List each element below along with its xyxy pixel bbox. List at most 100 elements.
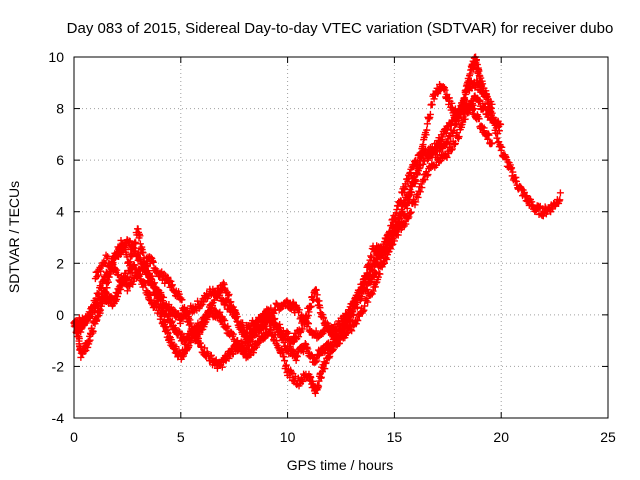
sdtvar-point bbox=[299, 377, 307, 385]
sdtvar-point bbox=[376, 270, 384, 278]
sdtvar-point bbox=[216, 308, 224, 316]
sdtvar-point bbox=[109, 261, 117, 269]
sdtvar-point bbox=[168, 281, 176, 289]
sdtvar-point bbox=[103, 284, 111, 292]
sdtvar-point bbox=[123, 287, 131, 295]
sdtvar-point bbox=[295, 333, 303, 341]
y-axis-label: SDTVAR / TECUs bbox=[6, 181, 22, 293]
sdtvar-point bbox=[406, 209, 414, 217]
sdtvar-point bbox=[379, 260, 387, 268]
sdtvar-point bbox=[139, 249, 147, 257]
sdtvar-point bbox=[307, 303, 315, 311]
sdtvar-point bbox=[97, 306, 105, 314]
sdtvar-point bbox=[187, 319, 195, 327]
sdtvar-point bbox=[168, 317, 176, 325]
sdtvar-point bbox=[107, 264, 115, 272]
sdtvar-point bbox=[394, 225, 402, 233]
x-tick-label: 0 bbox=[70, 429, 78, 445]
sdtvar-point bbox=[443, 139, 451, 147]
sdtvar-point bbox=[165, 312, 173, 320]
sdtvar-point bbox=[458, 107, 466, 115]
sdtvar-point bbox=[428, 101, 436, 109]
x-tick-label: 15 bbox=[387, 429, 403, 445]
sdtvar-point bbox=[281, 357, 289, 365]
sdtvar-point bbox=[200, 298, 208, 306]
sdtvar-point bbox=[485, 131, 493, 139]
sdtvar-point bbox=[497, 120, 505, 128]
sdtvar-point bbox=[423, 126, 431, 134]
sdtvar-point bbox=[346, 322, 354, 330]
sdtvar-point bbox=[386, 228, 394, 236]
sdtvar-point bbox=[383, 255, 391, 263]
sdtvar-point bbox=[149, 280, 157, 288]
sdtvar-point bbox=[416, 188, 424, 196]
sdtvar-point bbox=[89, 327, 97, 335]
sdtvar-point bbox=[129, 280, 137, 288]
sdtvar-point bbox=[473, 61, 481, 69]
sdtvar-point bbox=[118, 248, 126, 256]
sdtvar-point bbox=[311, 330, 319, 338]
sdtvar-point bbox=[176, 319, 184, 327]
sdtvar-point bbox=[94, 271, 102, 279]
chart-title: Day 083 of 2015, Sidereal Day-to-day VTE… bbox=[67, 20, 614, 37]
y-tick-label: 0 bbox=[56, 307, 64, 323]
sdtvar-point bbox=[398, 217, 406, 225]
sdtvar-point bbox=[283, 328, 291, 336]
x-tick-label: 10 bbox=[280, 429, 296, 445]
sdtvar-point bbox=[393, 228, 401, 236]
y-tick-label: 10 bbox=[48, 49, 64, 65]
sdtvar-point bbox=[221, 301, 229, 309]
sdtvar-point bbox=[305, 320, 313, 328]
sdtvar-point bbox=[412, 177, 420, 185]
sdtvar-point bbox=[389, 218, 397, 226]
sdtvar-point bbox=[368, 267, 376, 275]
sdtvar-point bbox=[424, 171, 432, 179]
sdtvar-point bbox=[363, 285, 371, 293]
sdtvar-point bbox=[402, 183, 410, 191]
sdtvar-point bbox=[218, 363, 226, 371]
y-tick-label: 8 bbox=[56, 101, 64, 117]
sdtvar-point bbox=[407, 208, 415, 216]
sdtvar-point bbox=[149, 258, 157, 266]
sdtvar-point bbox=[185, 314, 193, 322]
sdtvar-point bbox=[113, 266, 121, 274]
sdtvar-point bbox=[133, 273, 141, 281]
sdtvar-point bbox=[313, 291, 321, 299]
sdtvar-point bbox=[421, 176, 429, 184]
sdtvar-point bbox=[149, 257, 157, 265]
sdtvar-point bbox=[426, 110, 434, 118]
sdtvar-point bbox=[160, 270, 168, 278]
sdtvar-point bbox=[167, 277, 175, 285]
sdtvar-point bbox=[397, 197, 405, 205]
sdtvar-point bbox=[509, 168, 517, 176]
sdtvar-point bbox=[84, 343, 92, 351]
sdtvar-point bbox=[103, 254, 111, 262]
sdtvar-point bbox=[354, 317, 362, 325]
sdtvar-point bbox=[284, 329, 292, 337]
sdtvar-point bbox=[97, 267, 105, 275]
sdtvar-point bbox=[442, 129, 450, 137]
sdtvar-point bbox=[367, 252, 375, 260]
sdtvar-point bbox=[213, 292, 221, 300]
sdtvar-point bbox=[382, 254, 390, 262]
sdtvar-point bbox=[389, 235, 397, 243]
sdtvar-point bbox=[335, 339, 343, 347]
sdtvar-point bbox=[477, 74, 485, 82]
sdtvar-point bbox=[136, 232, 144, 240]
sdtvar-point bbox=[368, 253, 376, 261]
sdtvar-point bbox=[164, 273, 172, 281]
sdtvar-point bbox=[130, 261, 138, 269]
sdtvar-point bbox=[445, 150, 453, 158]
sdtvar-point bbox=[114, 271, 122, 279]
sdtvar-point bbox=[404, 214, 412, 222]
sdtvar-point bbox=[123, 281, 131, 289]
sdtvar-point bbox=[178, 296, 186, 304]
x-axis-label: GPS time / hours bbox=[287, 457, 394, 473]
sdtvar-point bbox=[352, 320, 360, 328]
sdtvar-point bbox=[347, 326, 355, 334]
sdtvar-point bbox=[353, 296, 361, 304]
sdtvar-point bbox=[104, 253, 112, 261]
x-tick-label: 5 bbox=[177, 429, 185, 445]
sdtvar-point bbox=[164, 329, 172, 337]
sdtvar-point bbox=[161, 279, 169, 287]
